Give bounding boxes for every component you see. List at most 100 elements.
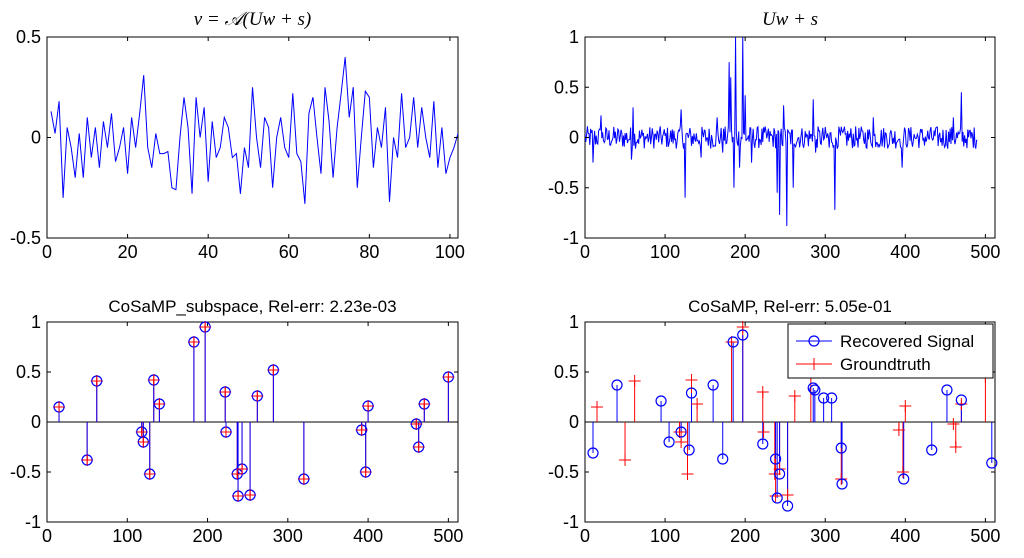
y-tick-label: 1	[569, 312, 579, 332]
groundtruth-marker	[949, 441, 962, 453]
groundtruth-marker	[54, 402, 65, 412]
groundtruth-marker	[443, 372, 454, 382]
recovered-marker	[663, 436, 675, 448]
groundtruth-marker	[756, 386, 769, 398]
y-tick-label: 0	[569, 412, 579, 432]
groundtruth-marker	[736, 321, 749, 333]
x-tick-label: 500	[970, 526, 1000, 546]
recovered-marker	[809, 384, 821, 396]
legend-groundtruth-label: Groundtruth	[840, 355, 931, 374]
x-tick-label: 400	[890, 526, 920, 546]
groundtruth-marker	[899, 400, 912, 412]
series-line	[50, 57, 458, 204]
legend: Recovered Signal Groundtruth	[787, 323, 994, 379]
recovered-marker	[683, 444, 695, 456]
chart-title: CoSaMP, Rel-err: 5.05e-01	[688, 297, 892, 316]
groundtruth-marker	[955, 398, 968, 410]
x-tick-label: 400	[890, 242, 920, 262]
groundtruth-marker	[619, 454, 632, 466]
x-tick-label: 20	[118, 242, 138, 262]
groundtruth-marker	[628, 375, 641, 387]
recovered-marker	[587, 447, 599, 459]
x-tick-label: 40	[198, 242, 218, 262]
chart-title: Uw + s	[762, 9, 818, 30]
groundtruth-marker	[200, 322, 211, 332]
subplot-3: 0 100 200 300 400 500 1 0.5 0 -0.5 -1 CoSaMP_subspa…	[10, 297, 463, 546]
groundtruth-marker	[896, 466, 909, 478]
legend-recovered-marker	[808, 335, 820, 347]
groundtruth-marker	[360, 467, 371, 477]
recovered-marker	[675, 426, 687, 438]
y-tick-label: -1	[563, 512, 579, 532]
x-tick-label: 200	[730, 242, 760, 262]
groundtruth-marker	[591, 401, 604, 413]
x-tick-label: 100	[112, 526, 142, 546]
x-tick-label: 200	[193, 526, 223, 546]
groundtruth-marker	[769, 490, 782, 502]
x-tick-label: 80	[359, 242, 379, 262]
recovered-marker	[836, 478, 848, 490]
y-tick-label: 0	[31, 128, 41, 148]
recovered-marker	[655, 395, 667, 407]
subplot-2: 0 100 200 300 400 500 1 0.5 0 -0.5 -1 Uw + s	[548, 9, 1000, 262]
groundtruth-marker	[148, 375, 159, 385]
groundtruth-marker	[252, 391, 263, 401]
plot-area	[585, 37, 978, 226]
groundtruth-marker	[411, 419, 422, 429]
groundtruth-marker	[220, 387, 231, 397]
y-tick-label: -1	[25, 512, 41, 532]
groundtruth-marker	[138, 437, 149, 447]
x-tick-label: 400	[353, 526, 383, 546]
recovered-marker	[955, 394, 967, 406]
x-tick-label: 60	[279, 242, 299, 262]
groundtruth-marker	[237, 464, 248, 474]
x-tick-label: 100	[435, 242, 465, 262]
groundtruth-marker	[947, 418, 960, 430]
recovered-marker	[986, 457, 998, 469]
recovered-marker	[717, 453, 729, 465]
x-tick-label: 0	[580, 526, 590, 546]
x-tick-label: 300	[810, 526, 840, 546]
groundtruth-marker	[245, 490, 256, 500]
groundtruth-marker	[144, 469, 155, 479]
groundtruth-marker	[419, 399, 430, 409]
legend-box	[787, 323, 994, 379]
recovered-marker	[926, 444, 938, 456]
plot-area	[50, 57, 458, 204]
recovered-marker	[771, 492, 783, 504]
recovered-marker	[737, 329, 749, 341]
groundtruth-marker	[725, 336, 738, 348]
chart-title: v = 𝒜(Uw + s)	[194, 9, 312, 30]
y-tick-label: 0.5	[16, 27, 41, 47]
recovered-marker	[769, 453, 782, 465]
y-tick-label: 0.5	[554, 362, 579, 382]
y-tick-label: -0.5	[10, 228, 41, 248]
groundtruth-marker	[691, 398, 704, 410]
groundtruth-marker	[673, 426, 686, 438]
subplot-4: 0 100 200 300 400 500 1 0.5 0 -0.5 -1 CoSaMP, Rel-e…	[548, 297, 1000, 546]
y-tick-label: -0.5	[548, 462, 579, 482]
y-tick-label: 0	[569, 128, 579, 148]
groundtruth-marker	[268, 365, 279, 375]
groundtruth-marker	[232, 469, 243, 479]
groundtruth-marker	[681, 468, 694, 480]
plot-area	[47, 327, 458, 496]
groundtruth-marker	[82, 455, 93, 465]
x-tick-label: 0	[42, 242, 52, 262]
groundtruth-marker	[788, 390, 801, 402]
groundtruth-marker	[221, 427, 232, 437]
groundtruth-marker	[413, 442, 424, 452]
plot-area	[585, 327, 995, 506]
groundtruth-marker	[363, 401, 374, 411]
recovered-marker	[611, 379, 623, 391]
groundtruth-marker	[685, 374, 698, 386]
recovered-marker	[727, 336, 739, 348]
chart-title: CoSaMP_subspace, Rel-err: 2.23e-03	[108, 297, 396, 316]
y-tick-label: -1	[563, 228, 579, 248]
y-tick-label: 0	[31, 412, 41, 432]
y-tick-label: -0.5	[548, 178, 579, 198]
legend-recovered-label: Recovered Signal	[840, 332, 974, 351]
groundtruth-marker	[675, 436, 688, 448]
groundtruth-marker	[356, 425, 367, 435]
